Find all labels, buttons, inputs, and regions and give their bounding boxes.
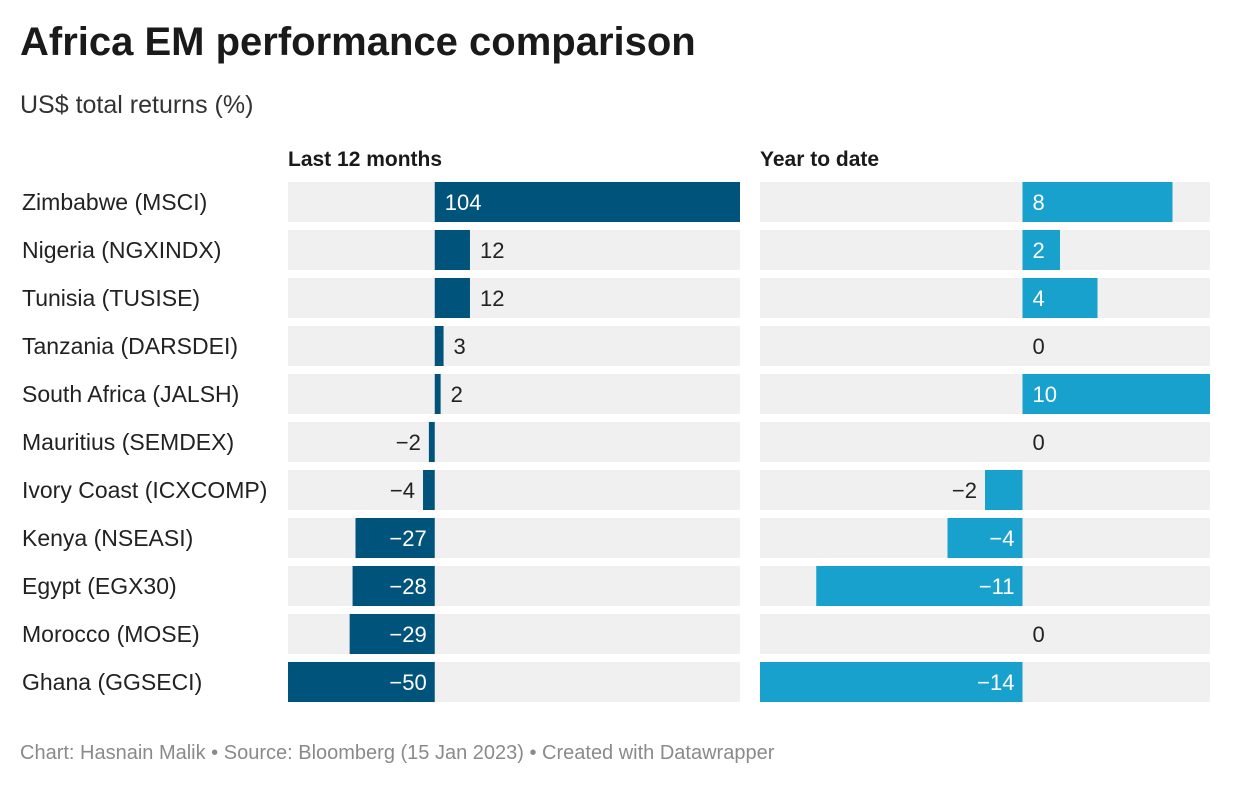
row-label: Tunisia (TUSISE) bbox=[22, 285, 200, 311]
chart-title: Africa EM performance comparison bbox=[20, 20, 696, 64]
row-label: Egypt (EGX30) bbox=[22, 573, 177, 599]
bar-track bbox=[760, 230, 1210, 270]
bar bbox=[428, 422, 435, 462]
bar bbox=[1022, 278, 1098, 318]
row-label: Zimbabwe (MSCI) bbox=[22, 189, 207, 215]
bar-track bbox=[288, 230, 740, 270]
data-label: 4 bbox=[1033, 286, 1045, 311]
data-label: −2 bbox=[396, 430, 421, 455]
bar bbox=[760, 662, 1023, 702]
data-label: −28 bbox=[389, 574, 426, 599]
bar bbox=[1022, 182, 1173, 222]
bar-track bbox=[288, 422, 740, 462]
bar bbox=[985, 470, 1023, 510]
bar bbox=[1022, 374, 1210, 414]
data-label: 12 bbox=[480, 286, 504, 311]
bar bbox=[434, 326, 444, 366]
data-label: 0 bbox=[1033, 430, 1045, 455]
data-label: 3 bbox=[454, 334, 466, 359]
row-label: South Africa (JALSH) bbox=[22, 381, 239, 407]
bar-track bbox=[760, 326, 1210, 366]
bar-track bbox=[288, 470, 740, 510]
row-label: Tanzania (DARSDEI) bbox=[22, 333, 238, 359]
bar bbox=[434, 278, 470, 318]
panel-header: Year to date bbox=[760, 148, 879, 171]
row-label: Kenya (NSEASI) bbox=[22, 525, 193, 551]
bar bbox=[947, 518, 1023, 558]
bar bbox=[352, 566, 435, 606]
row-label: Ivory Coast (ICXCOMP) bbox=[22, 477, 267, 503]
bar bbox=[349, 614, 435, 654]
row-label: Mauritius (SEMDEX) bbox=[22, 429, 234, 455]
bar bbox=[434, 374, 441, 414]
bar bbox=[1022, 230, 1060, 270]
data-label: 12 bbox=[480, 238, 504, 263]
bar-track bbox=[288, 374, 740, 414]
bar-track bbox=[288, 278, 740, 318]
data-label: −14 bbox=[977, 670, 1014, 695]
bar bbox=[434, 230, 470, 270]
bar bbox=[288, 662, 435, 702]
data-label: −2 bbox=[952, 478, 977, 503]
data-label: 2 bbox=[1033, 238, 1045, 263]
bar-track bbox=[760, 278, 1210, 318]
panel-header: Last 12 months bbox=[288, 148, 442, 171]
bar bbox=[355, 518, 435, 558]
data-label: 104 bbox=[445, 190, 482, 215]
bar bbox=[434, 182, 740, 222]
data-label: −11 bbox=[979, 574, 1015, 599]
data-label: −29 bbox=[389, 622, 426, 647]
chart-footer: Chart: Hasnain Malik • Source: Bloomberg… bbox=[20, 742, 775, 764]
data-label: 2 bbox=[451, 382, 463, 407]
data-label: −50 bbox=[389, 670, 426, 695]
data-label: 0 bbox=[1033, 622, 1045, 647]
row-label: Nigeria (NGXINDX) bbox=[22, 237, 221, 263]
data-label: −4 bbox=[989, 526, 1014, 551]
data-label: 10 bbox=[1033, 382, 1057, 407]
bar-track bbox=[288, 326, 740, 366]
data-label: 8 bbox=[1033, 190, 1045, 215]
row-label: Ghana (GGSECI) bbox=[22, 669, 202, 695]
data-label: −4 bbox=[390, 478, 415, 503]
data-label: −27 bbox=[389, 526, 426, 551]
bar-track bbox=[760, 422, 1210, 462]
row-label: Morocco (MOSE) bbox=[22, 621, 200, 647]
bar bbox=[816, 566, 1023, 606]
bar-track bbox=[760, 614, 1210, 654]
chart-subtitle: US$ total returns (%) bbox=[20, 91, 254, 119]
bar bbox=[423, 470, 435, 510]
data-label: 0 bbox=[1033, 334, 1045, 359]
